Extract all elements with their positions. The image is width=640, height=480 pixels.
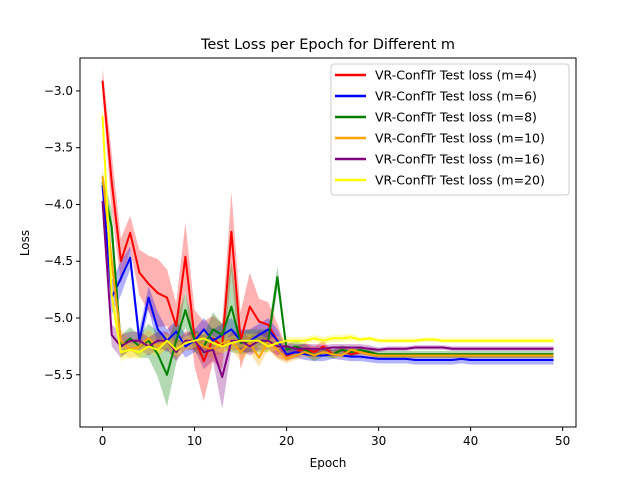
x-axis-label: Epoch: [310, 456, 347, 470]
legend-box: [330, 63, 570, 196]
x-tick-label: 10: [187, 434, 202, 448]
axes-frame: [79, 57, 577, 428]
series-line-6: [101, 115, 554, 354]
x-tick-label: 30: [371, 434, 386, 448]
legend: VR-ConfTr Test loss (m=4) VR-ConfTr Test …: [330, 63, 570, 196]
legend-label-2: VR-ConfTr Test loss (m=6): [375, 89, 537, 104]
x-tick-label: 50: [555, 434, 570, 448]
x-axis-ticks: 0 10 20 30 40 50: [99, 427, 570, 448]
legend-label-3: VR-ConfTr Test loss (m=8): [375, 110, 537, 125]
y-tick-label: −5.5: [44, 368, 73, 382]
series-line-5: [101, 201, 554, 378]
legend-label-5: VR-ConfTr Test loss (m=16): [375, 152, 545, 167]
x-tick-label: 0: [99, 434, 107, 448]
chart-title: Test Loss per Epoch for Different m: [200, 37, 455, 53]
y-tick-label: −5.0: [44, 311, 73, 325]
y-axis-label: Loss: [18, 230, 32, 256]
y-tick-label: −4.5: [44, 254, 73, 268]
x-tick-label: 40: [463, 434, 478, 448]
y-axis-ticks: −5.5 −5.0 −4.5 −4.0 −3.5 −3.0: [44, 84, 80, 382]
series-lines: [101, 80, 554, 378]
legend-label-4: VR-ConfTr Test loss (m=10): [375, 131, 545, 146]
legend-label-1: VR-ConfTr Test loss (m=4): [375, 68, 537, 83]
y-tick-label: −4.0: [44, 197, 73, 211]
y-tick-label: −3.5: [44, 141, 73, 155]
y-tick-label: −3.0: [44, 84, 73, 98]
x-tick-label: 20: [279, 434, 294, 448]
legend-label-6: VR-ConfTr Test loss (m=20): [375, 173, 545, 188]
